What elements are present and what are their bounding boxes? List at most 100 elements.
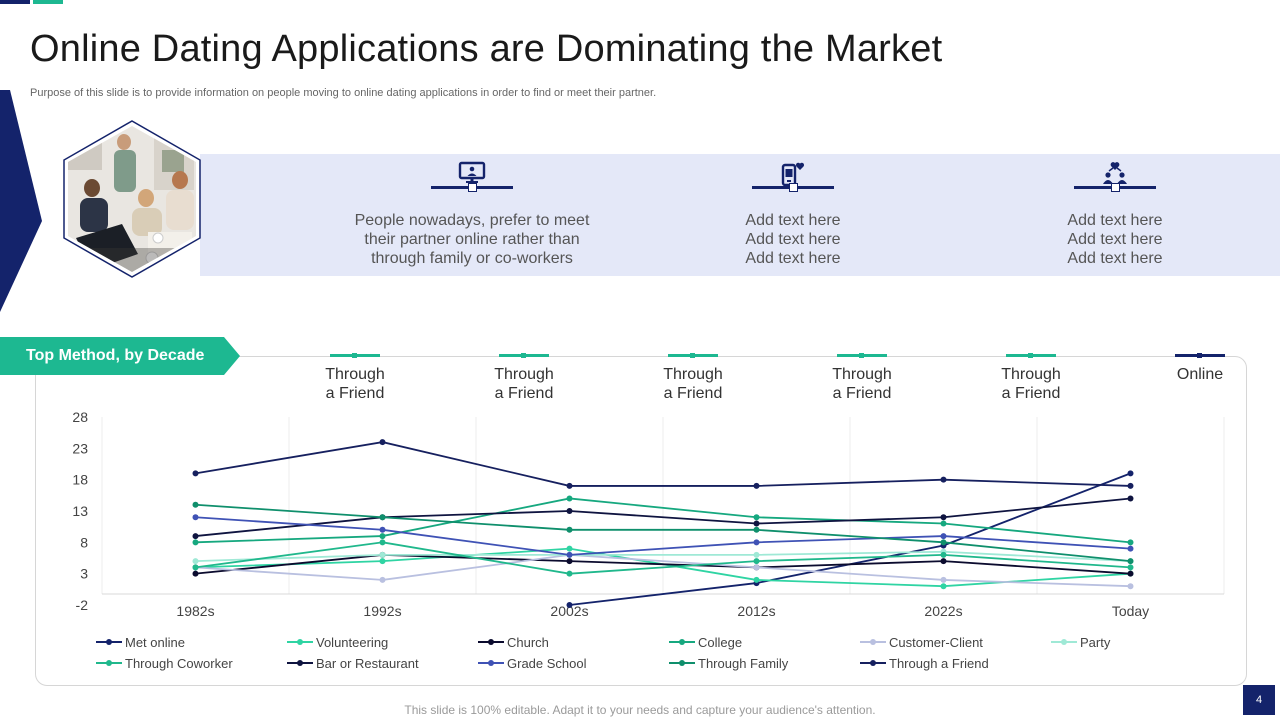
- data-point: [1127, 570, 1134, 577]
- legend-label: Party: [1080, 635, 1111, 650]
- method-label: Through a Friend: [802, 365, 922, 403]
- method-label: Through a Friend: [295, 365, 415, 403]
- method-label-line: Through: [1001, 366, 1061, 383]
- data-point: [940, 520, 947, 527]
- method-label-line: a Friend: [663, 385, 723, 402]
- method-label-line: a Friend: [1001, 385, 1061, 402]
- x-tick-label: 2002s: [550, 603, 588, 619]
- info-text-3: Add text here Add text here Add text her…: [985, 211, 1245, 268]
- info-text-line: People nowadays, prefer to meet: [354, 212, 590, 229]
- data-point: [940, 551, 947, 558]
- method-label-line: Through: [663, 366, 723, 383]
- data-point: [753, 514, 760, 521]
- method-label-line: a Friend: [494, 385, 554, 402]
- data-point: [1127, 583, 1134, 590]
- series-line: [195, 497, 1131, 544]
- data-point: [566, 508, 573, 514]
- data-point: [753, 576, 760, 583]
- info-text-line: Add text here: [1067, 231, 1163, 248]
- legend-label: College: [698, 635, 742, 650]
- legend-label: Volunteering: [316, 635, 388, 650]
- legend-swatch-dot: [106, 639, 112, 645]
- data-point: [192, 564, 199, 571]
- info-block-3: Add text here Add text here Add text her…: [985, 154, 1245, 276]
- page-number: 4: [1243, 685, 1275, 715]
- data-point: [566, 602, 573, 608]
- data-point: [940, 514, 947, 521]
- data-point: [753, 526, 760, 533]
- legend-label: Bar or Restaurant: [316, 656, 419, 671]
- info-text-line: Add text here: [745, 231, 841, 248]
- data-point: [192, 533, 199, 540]
- method-label-line: Through: [832, 366, 892, 383]
- team-photo: [63, 120, 201, 278]
- legend-label: Customer-Client: [889, 635, 983, 650]
- method-label-line: a Friend: [325, 385, 385, 402]
- legend-swatch-dot: [679, 639, 685, 645]
- method-marker: [668, 353, 718, 358]
- data-point: [379, 558, 386, 565]
- method-label-line: Online: [1176, 366, 1224, 383]
- chevron-decoration: [0, 90, 42, 312]
- method-label-line: Through: [494, 366, 554, 383]
- legend-swatch-dot: [870, 660, 876, 666]
- legend-swatch-dot: [106, 660, 112, 666]
- chart-panel: [35, 356, 1247, 686]
- data-point: [566, 551, 573, 558]
- data-point: [192, 470, 199, 477]
- method-label: Through a Friend: [464, 365, 584, 403]
- legend-label: Through a Friend: [889, 656, 989, 671]
- info-band: [200, 154, 1280, 276]
- accent-bar-navy: [0, 0, 30, 4]
- decade-tab: [0, 337, 240, 375]
- series-line: [195, 550, 1131, 563]
- decade-tab-label: Top Method, by Decade: [26, 347, 205, 364]
- info-text-line: their partner online rather than: [364, 231, 580, 248]
- series-line: [195, 441, 1131, 487]
- data-point: [379, 576, 386, 583]
- info-text-line: through family or co-workers: [371, 250, 573, 267]
- page-title: Online Dating Applications are Dominatin…: [30, 28, 943, 70]
- info-text-line: Add text here: [745, 250, 841, 267]
- series-line: [195, 497, 1131, 537]
- y-tick-label: -2: [76, 597, 89, 613]
- series-line: [195, 541, 1131, 575]
- series-line: [195, 553, 1131, 588]
- data-point: [192, 514, 199, 521]
- method-label: Through a Friend: [633, 365, 753, 403]
- method-marker: [330, 353, 380, 358]
- data-point: [940, 558, 947, 565]
- y-tick-label: 3: [80, 566, 88, 582]
- info-block-1: People nowadays, prefer to meet their pa…: [342, 154, 602, 276]
- data-point: [753, 539, 760, 546]
- info-block-2: Add text here Add text here Add text her…: [663, 154, 923, 276]
- data-point: [566, 495, 573, 502]
- info-text-1: People nowadays, prefer to meet their pa…: [342, 211, 602, 268]
- legend-label: Met online: [125, 635, 185, 650]
- x-tick-label: 2022s: [924, 603, 962, 619]
- series-line: [195, 553, 1131, 575]
- legend-swatch-dot: [679, 660, 685, 666]
- footer-note: This slide is 100% editable. Adapt it to…: [404, 703, 876, 717]
- legend-label: Through Coworker: [125, 656, 233, 671]
- accent-bar-teal: [33, 0, 63, 4]
- method-marker: [499, 353, 549, 358]
- y-tick-label: 23: [72, 440, 88, 456]
- data-point: [566, 526, 573, 533]
- data-point: [1127, 564, 1134, 571]
- x-tick-label: 2012s: [737, 603, 775, 619]
- series-line: [195, 503, 1131, 563]
- data-point: [566, 545, 573, 552]
- x-tick-label: Today: [1112, 603, 1149, 619]
- info-marker-3: [1111, 183, 1120, 192]
- info-text-2: Add text here Add text here Add text her…: [663, 211, 923, 268]
- data-point: [379, 533, 386, 540]
- data-point: [940, 539, 947, 546]
- method-label-line: a Friend: [832, 385, 892, 402]
- data-point: [379, 514, 386, 521]
- data-point: [379, 539, 386, 546]
- method-label: Through a Friend: [971, 365, 1091, 403]
- legend-label: Grade School: [507, 656, 587, 671]
- info-text-line: Add text here: [1067, 250, 1163, 267]
